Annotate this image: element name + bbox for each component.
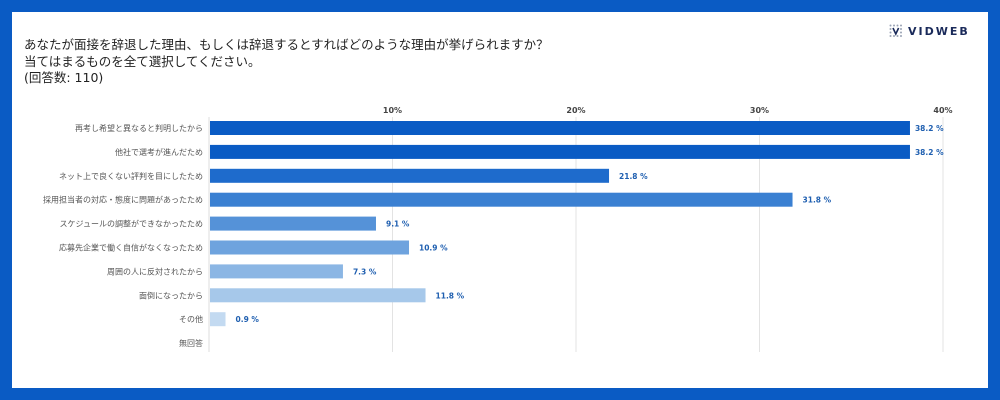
- category-label: 無回答: [179, 338, 203, 348]
- bar: [210, 144, 910, 159]
- x-tick-label: 30%: [750, 106, 769, 115]
- title-line-1: あなたが面接を辞退した理由、もしくは辞退するとすればどのような理由が挙げられます…: [24, 37, 549, 52]
- category-label: 採用担当者の対応・態度に問題があったため: [43, 195, 203, 205]
- bar: [210, 312, 226, 327]
- chart-title: あなたが面接を辞退した理由、もしくは辞退するとすればどのような理由が挙げられます…: [24, 37, 549, 87]
- category-label: 応募先企業で働く自信がなくなったため: [59, 243, 203, 253]
- logo-dots-icon: [889, 24, 902, 37]
- category-label: 面倒になったから: [139, 290, 203, 300]
- value-label: 10.9 %: [419, 244, 448, 253]
- value-label: 38.2 %: [915, 124, 944, 133]
- bar: [210, 121, 910, 135]
- value-label: 9.1 %: [386, 220, 410, 229]
- logo-text: VIDWEB: [908, 24, 970, 38]
- category-label: 他社で選考が進んだため: [115, 147, 203, 157]
- category-label: ネット上で良くない評判を目にしたため: [59, 171, 203, 181]
- category-label: その他: [179, 314, 203, 324]
- bar: [210, 168, 610, 183]
- bar: [210, 240, 410, 255]
- value-label: 0.9 %: [236, 315, 260, 324]
- bar: [210, 192, 793, 207]
- category-label: スケジュールの調整ができなかったため: [60, 219, 203, 229]
- value-label: 21.8 %: [619, 172, 648, 181]
- category-label: 周囲の人に反対されたから: [107, 266, 203, 276]
- value-label: 38.2 %: [915, 148, 944, 157]
- vidweb-logo: VIDWEB: [889, 24, 970, 38]
- title-line-2: 当てはまるものを全て選択してください。: [24, 53, 261, 69]
- value-label: 31.8 %: [803, 196, 832, 205]
- x-tick-label: 10%: [383, 106, 402, 115]
- value-label: 7.3 %: [353, 267, 377, 276]
- bar: [210, 288, 426, 303]
- value-label: 11.8 %: [436, 291, 465, 300]
- title-line-3: (回答数: 110): [24, 70, 104, 85]
- category-label: 再考し希望と異なると判明したから: [75, 123, 203, 133]
- bar: [210, 264, 343, 279]
- x-tick-label: 20%: [566, 106, 585, 115]
- x-tick-label: 40%: [933, 106, 952, 115]
- bar: [210, 216, 376, 231]
